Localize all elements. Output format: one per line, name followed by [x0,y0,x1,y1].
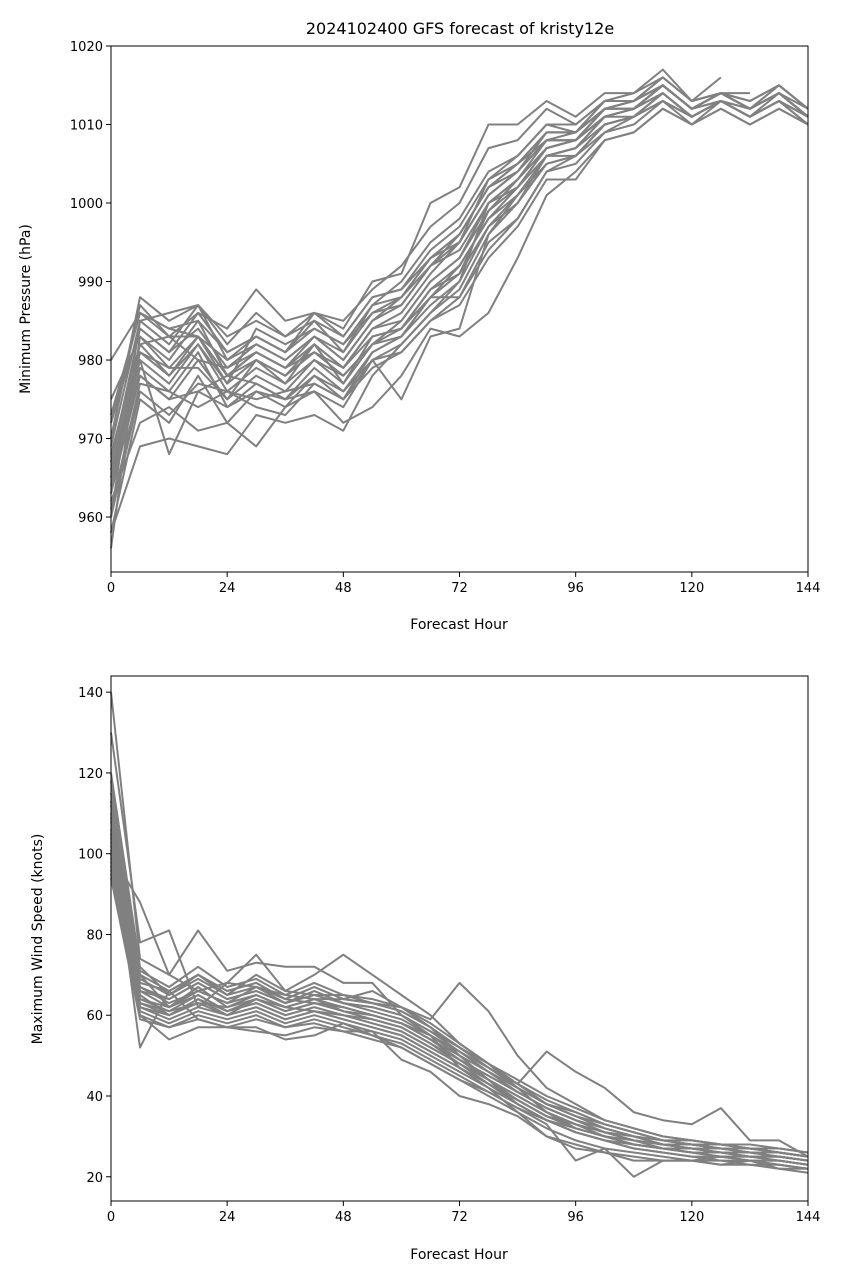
pressure-x-tick-label: 144 [796,581,821,596]
wind-y-axis-label: Maximum Wind Speed (knots) [30,834,46,1045]
pressure-y-tick-label: 1000 [70,197,103,212]
pressure-y-tick-label: 970 [78,433,103,448]
wind-x-tick-label: 72 [451,1210,468,1225]
wind-y-tick-label: 140 [78,686,103,701]
pressure-series-line-25 [110,84,809,471]
pressure-series-line-4 [110,68,750,439]
pressure-chart: 2024102400 GFS forecast of kristy12e 0 24… [18,19,820,633]
pressure-x-axis-label: Forecast Hour [410,617,508,633]
wind-x-tick-label: 144 [796,1210,821,1225]
wind-axes-ticks: 0 24 48 72 96 120 144 20 40 60 80 100 120 140 [78,686,820,1225]
wind-series-line-25 [110,853,809,1166]
pressure-x-tick-label: 120 [679,581,704,596]
wind-y-tick-label: 120 [78,767,103,782]
pressure-x-tick-label: 72 [451,581,468,596]
wind-x-tick-label: 0 [107,1210,115,1225]
pressure-series-line-23 [110,92,809,494]
wind-x-tick-label: 120 [679,1210,704,1225]
pressure-x-tick-label: 0 [107,581,115,596]
chart-title: 2024102400 GFS forecast of kristy12e [306,19,614,38]
pressure-plot-frame [110,45,809,573]
wind-x-tick-label: 48 [335,1210,352,1225]
pressure-series-line-19 [110,76,722,447]
pressure-y-axis-label: Minimum Pressure (hPa) [18,224,34,394]
wind-y-tick-label: 80 [86,928,103,943]
wind-y-tick-label: 40 [86,1090,103,1105]
wind-x-tick-label: 24 [219,1210,236,1225]
pressure-y-tick-label: 1010 [70,119,103,134]
wind-series-lines [110,692,809,1178]
pressure-x-tick-label: 96 [567,581,584,596]
wind-series-line-18 [110,780,809,1158]
pressure-y-tick-label: 1020 [70,40,103,55]
pressure-axes-ticks: 0 24 48 72 96 120 144 960 970 980 990 1000 1010 1020 [70,40,821,596]
pressure-series-line-17 [110,107,809,533]
pressure-y-tick-label: 980 [78,354,103,369]
wind-y-tick-label: 100 [78,848,103,863]
pressure-x-tick-label: 48 [335,581,352,596]
wind-series-line-23 [110,877,809,1170]
wind-x-tick-label: 96 [567,1210,584,1225]
pressure-y-tick-label: 990 [78,276,103,291]
wind-series-line-16 [110,857,809,1166]
pressure-series-lines [110,68,809,549]
wind-x-axis-label: Forecast Hour [410,1247,508,1263]
wind-chart: 0 24 48 72 96 120 144 20 40 60 80 100 120 140 Forecas… [30,675,820,1263]
pressure-y-tick-label: 960 [78,511,103,526]
wind-series-line-24 [110,801,809,1158]
pressure-x-tick-label: 24 [219,581,236,596]
wind-plot-frame [110,675,809,1202]
wind-y-tick-label: 20 [86,1171,103,1186]
wind-y-tick-label: 60 [86,1009,103,1024]
